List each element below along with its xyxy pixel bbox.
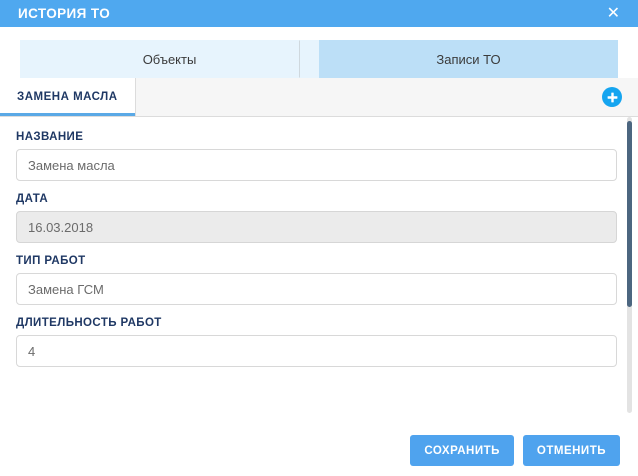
subtab-oil-change-label: ЗАМЕНА МАСЛА [17, 91, 118, 103]
date-input[interactable] [16, 211, 617, 243]
form-scrollbar-track[interactable] [627, 117, 632, 413]
field-work-duration: ДЛИТЕЛЬНОСТЬ РАБОТ [16, 317, 617, 367]
breadcrumb-tab-objects-label: Объекты [142, 51, 197, 67]
dialog-titlebar: ИСТОРИЯ ТО ✕ [0, 0, 638, 27]
close-icon[interactable]: ✕ [606, 4, 620, 22]
field-name-label: НАЗВАНИЕ [16, 131, 84, 143]
subtab-spacer [136, 78, 602, 116]
form-area: НАЗВАНИЕ ДАТА ТИП РАБОТ ДЛИТЕЛЬНОСТЬ РАБ… [0, 117, 638, 413]
field-work-type: ТИП РАБОТ [16, 255, 617, 305]
work-type-input[interactable] [16, 273, 617, 305]
field-work-type-label: ТИП РАБОТ [16, 255, 86, 267]
breadcrumb-tab-service-records-label: Записи ТО [436, 51, 501, 67]
add-record-button[interactable] [602, 87, 622, 107]
dialog-footer: СОХРАНИТЬ ОТМЕНИТЬ [0, 425, 638, 476]
field-date-label: ДАТА [16, 193, 49, 205]
subtab-bar: ЗАМЕНА МАСЛА [0, 78, 638, 117]
cancel-button[interactable]: ОТМЕНИТЬ [522, 435, 620, 466]
field-date: ДАТА [16, 193, 617, 243]
field-name: НАЗВАНИЕ [16, 131, 617, 181]
breadcrumb: Объекты Записи ТО [0, 27, 638, 78]
subtab-oil-change[interactable]: ЗАМЕНА МАСЛА [0, 78, 136, 116]
name-input[interactable] [16, 149, 617, 181]
dialog-title: ИСТОРИЯ ТО [18, 5, 111, 21]
save-button[interactable]: СОХРАНИТЬ [410, 435, 514, 466]
breadcrumb-tab-objects[interactable]: Объекты [20, 40, 319, 78]
plus-icon [607, 92, 617, 102]
breadcrumb-tab-service-records[interactable]: Записи ТО [299, 40, 618, 78]
work-duration-input[interactable] [16, 335, 617, 367]
field-work-duration-label: ДЛИТЕЛЬНОСТЬ РАБОТ [16, 317, 162, 329]
form-scrollbar-thumb[interactable] [627, 121, 632, 307]
